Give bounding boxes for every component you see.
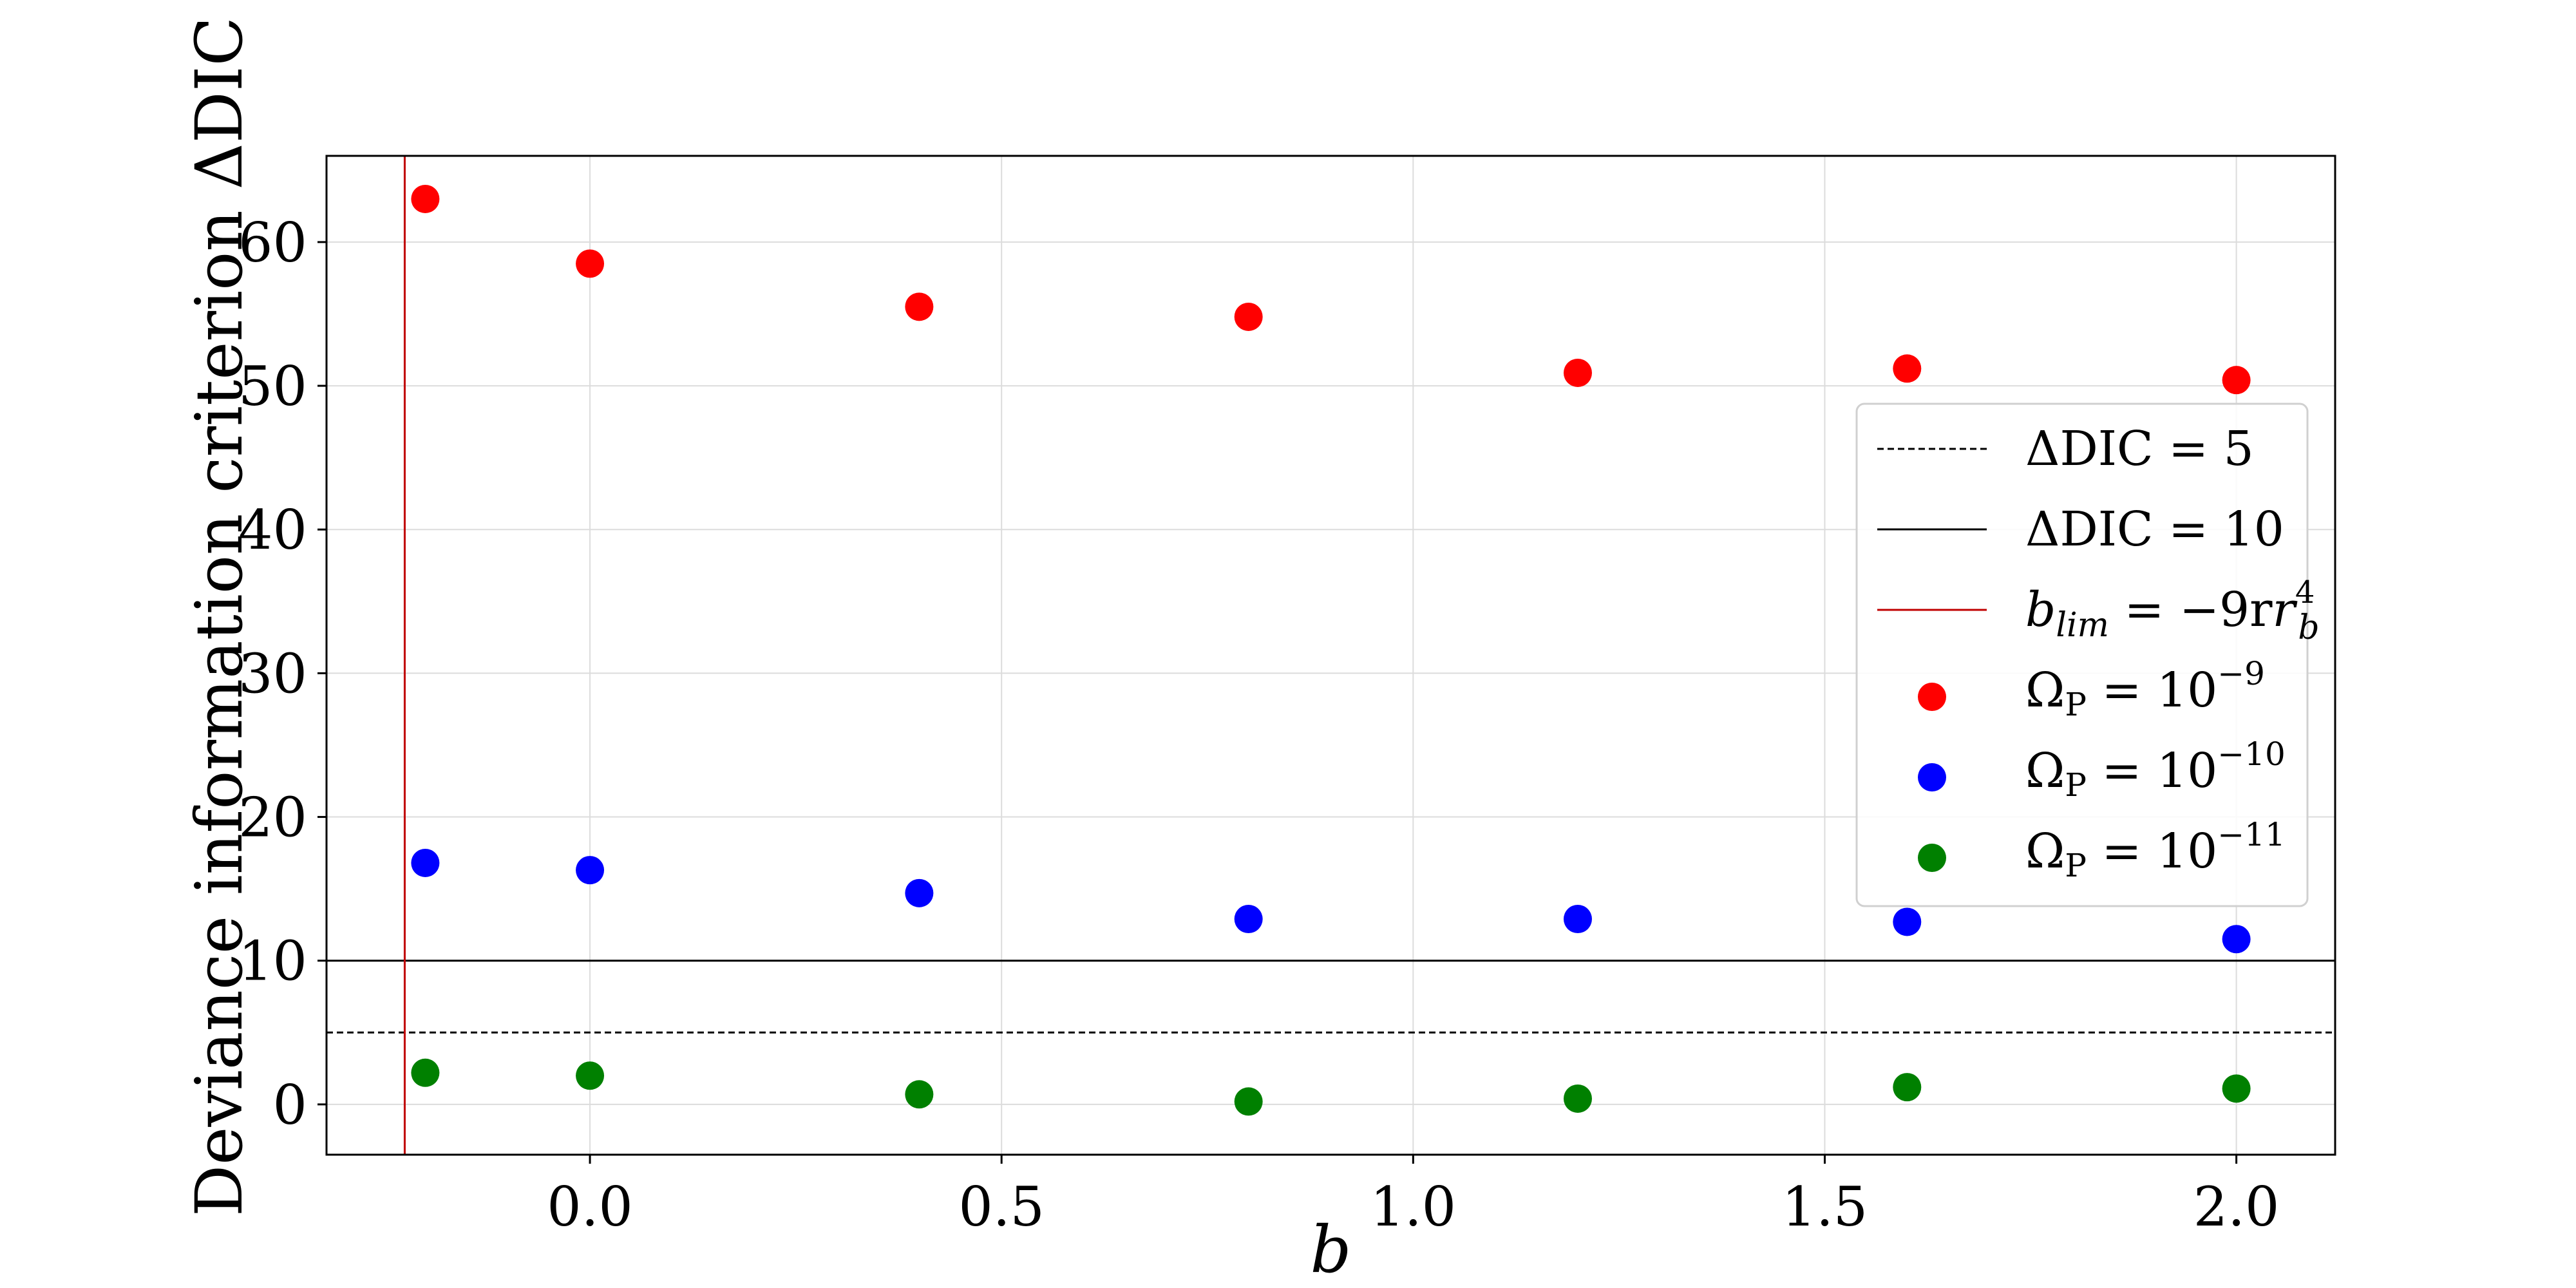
legend-marker-4: [1918, 763, 1946, 791]
x-tick-label: 1.0: [1370, 1175, 1457, 1238]
legend-label-2: blim = −9rr4 b: [2025, 574, 2320, 647]
legend: ΔDIC = 5 ΔDIC = 10 blim = −9rr4 b ΩP = 10−9 Ω…: [1855, 402, 2320, 907]
y-tick-label: 50: [238, 355, 307, 418]
legend-label-0: ΔDIC = 5: [2025, 421, 2254, 477]
x-axis-title: b: [1310, 1212, 1351, 1287]
x-tick-label: 0.0: [547, 1175, 633, 1238]
x-tick-label: 2.0: [2193, 1175, 2280, 1238]
point-s2-5: [1893, 1073, 1922, 1102]
point-s1-6: [2222, 925, 2251, 954]
legend-label-5: ΩP = 10−11: [2025, 816, 2286, 884]
y-tick-label: 20: [238, 786, 307, 849]
point-s1-1: [576, 856, 605, 885]
point-s2-0: [411, 1058, 440, 1087]
point-s0-5: [1893, 354, 1922, 383]
legend-marker-3: [1918, 683, 1946, 711]
point-s1-5: [1893, 907, 1922, 936]
point-s0-4: [1563, 358, 1592, 387]
point-s0-6: [2222, 366, 2251, 395]
point-s2-4: [1563, 1084, 1592, 1113]
point-s1-2: [905, 878, 934, 907]
y-tick-label: 30: [238, 642, 307, 705]
point-s2-3: [1234, 1087, 1263, 1116]
y-tick-label: 60: [238, 211, 307, 274]
point-s0-2: [905, 292, 934, 321]
x-axis-ticks: 0.0 0.5 1.0 1.5 2.0: [547, 1155, 2279, 1238]
x-tick-label: 0.5: [958, 1175, 1045, 1238]
point-s0-0: [411, 184, 440, 213]
legend-marker-5: [1918, 844, 1946, 872]
y-tick-label: 10: [238, 930, 307, 993]
legend-label-4: ΩP = 10−10: [2025, 735, 2286, 804]
point-s2-6: [2222, 1074, 2251, 1103]
data-points: [411, 184, 2251, 1116]
y-axis-ticks: 0 10 20 30 40 50 60: [238, 211, 327, 1137]
y-tick-label: 40: [238, 498, 307, 562]
legend-label-1: ΔDIC = 10: [2025, 502, 2284, 557]
x-tick-label: 1.5: [1782, 1175, 1868, 1238]
legend-label-3: ΩP = 10−9: [2025, 655, 2265, 723]
y-tick-label: 0: [273, 1074, 307, 1137]
plot-frame: [325, 155, 2336, 1156]
point-s0-1: [576, 249, 605, 278]
point-s0-3: [1234, 302, 1263, 331]
point-s2-1: [576, 1061, 605, 1090]
point-s1-3: [1234, 905, 1263, 934]
reference-lines: [327, 156, 2335, 1155]
point-s2-2: [905, 1080, 934, 1109]
point-s1-4: [1563, 905, 1592, 934]
point-s1-0: [411, 848, 440, 877]
y-axis-title: Deviance information criterion ΔDIC: [182, 17, 257, 1217]
